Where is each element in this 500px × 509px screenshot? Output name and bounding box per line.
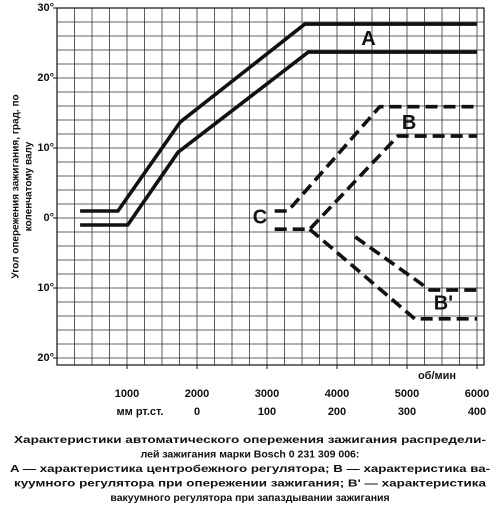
- x-tick-label: 2000: [185, 388, 209, 400]
- y-tick-label: 10°: [37, 282, 54, 294]
- x-axis-label-box: [402, 369, 472, 383]
- annotation: B: [402, 112, 416, 134]
- y-tick-label: 0°: [43, 212, 54, 224]
- y-tick-label: 20°: [37, 352, 54, 364]
- caption-line: лей зажигания марки Bosch 0 231 309 006:: [141, 448, 360, 460]
- annotation: C: [253, 206, 267, 228]
- annotation: A: [361, 28, 375, 50]
- y-tick-label: 30°: [37, 2, 54, 14]
- x-tick-label: 1000: [115, 388, 139, 400]
- x-tick-label: 5000: [395, 388, 419, 400]
- line-series: [274, 134, 477, 231]
- line-series: [354, 235, 477, 292]
- x2-tick-label: 200: [328, 406, 346, 418]
- y-tick-label: 10°: [37, 142, 54, 154]
- line-series: [80, 50, 477, 227]
- caption-line: вакуумного регулятора при запаздывании з…: [110, 492, 389, 504]
- y-axis-label: коленчатому валу: [24, 141, 35, 231]
- x2-tick-label: 300: [398, 406, 416, 418]
- line-series: [308, 227, 477, 321]
- caption-line: куумного регулятора при опережении зажиг…: [14, 477, 486, 489]
- x2-tick-label: 400: [468, 406, 486, 418]
- x2-tick-label: 100: [258, 406, 276, 418]
- line-series: [80, 22, 477, 213]
- x-tick-label: 6000: [465, 388, 489, 400]
- line-series: [274, 104, 477, 213]
- caption-line: Характеристики автоматического опережени…: [14, 434, 487, 446]
- x-axis-label: об/мин: [418, 370, 456, 382]
- y-tick-label: 20°: [37, 72, 54, 84]
- annotation: B': [434, 292, 453, 314]
- x2-tick-label: 0: [194, 406, 200, 418]
- plot-frame: [56, 7, 485, 366]
- x-tick-label: 4000: [325, 388, 349, 400]
- x2-axis-label: мм рт.ст.: [117, 406, 164, 418]
- caption-line: A — характеристика центробежного регулят…: [10, 463, 491, 475]
- x-tick-label: 3000: [255, 388, 279, 400]
- y-axis-label: Угол опережения зажигания, град. по: [11, 94, 22, 278]
